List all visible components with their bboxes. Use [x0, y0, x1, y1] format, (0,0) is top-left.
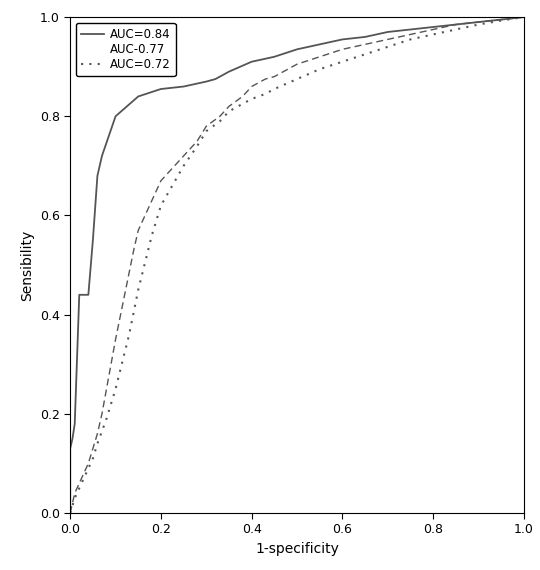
- Y-axis label: Sensibility: Sensibility: [20, 229, 34, 301]
- Legend: AUC=0.84, AUC-0.77, AUC=0.72: AUC=0.84, AUC-0.77, AUC=0.72: [76, 23, 176, 76]
- X-axis label: 1-specificity: 1-specificity: [255, 542, 339, 556]
